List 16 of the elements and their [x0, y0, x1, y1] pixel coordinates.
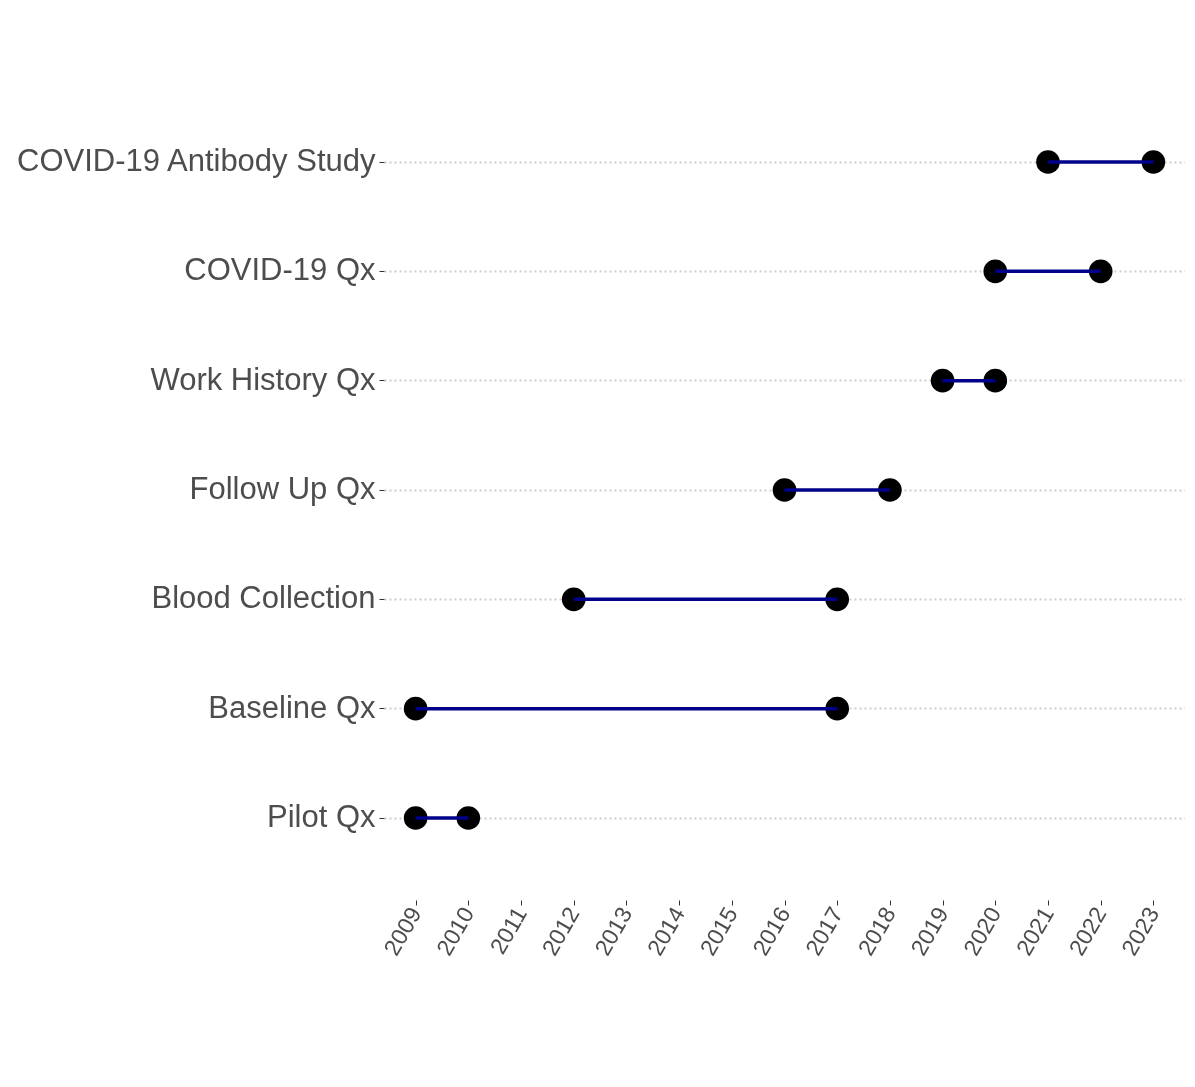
y-tick-label: Baseline Qx: [208, 689, 376, 725]
point: [825, 587, 850, 612]
point: [983, 259, 1008, 284]
point: [772, 478, 797, 502]
y-tick-label: Pilot Qx: [266, 799, 376, 834]
y-tick-label: Work History Qx: [150, 361, 376, 397]
point: [930, 368, 955, 393]
point: [403, 696, 428, 721]
point: [1088, 259, 1113, 284]
point: [983, 368, 1008, 393]
y-tick-label: Blood Collection: [151, 580, 376, 616]
y-tick-label: Follow Up Qx: [189, 471, 376, 506]
y-tick-label: COVID-19 Qx: [184, 252, 376, 288]
point: [561, 587, 586, 612]
point: [825, 696, 850, 721]
y-tick-label: COVID-19 Antibody Study: [17, 143, 376, 178]
